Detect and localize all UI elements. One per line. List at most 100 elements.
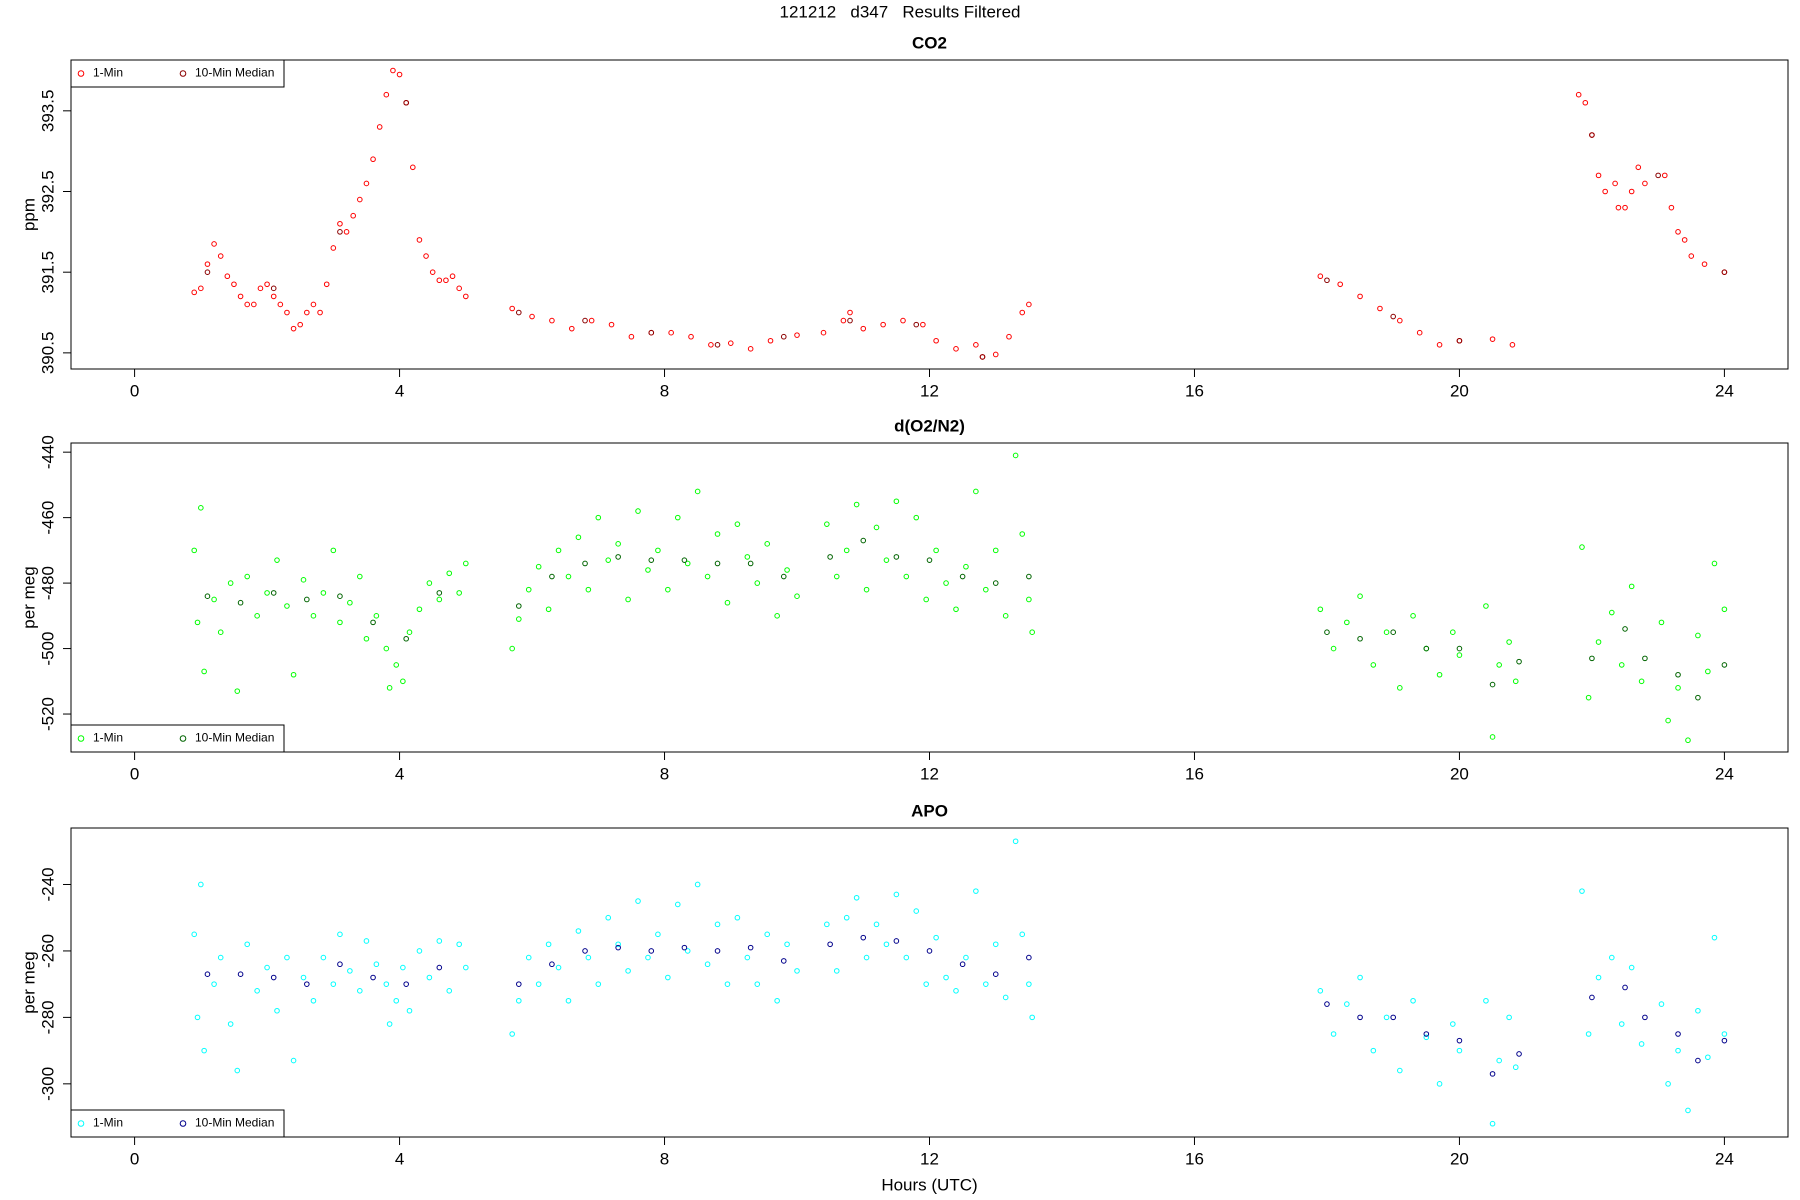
data-point: [724, 599, 731, 606]
data-point: [363, 635, 370, 642]
data-point: [270, 590, 277, 596]
data-point: [824, 521, 830, 527]
data-point: [227, 1021, 234, 1027]
data-point: [264, 964, 270, 971]
data-point: [704, 961, 711, 968]
data-point: [959, 573, 966, 580]
data-point: [227, 580, 234, 586]
data-point: [330, 981, 337, 987]
data-point: [933, 547, 939, 554]
data-point: [1721, 662, 1728, 668]
data-point: [1423, 645, 1430, 652]
legend-box: [70, 59, 285, 88]
data-point: [1450, 629, 1456, 635]
data-point: [648, 557, 655, 563]
data-point: [1506, 639, 1512, 645]
data-point: [204, 593, 211, 599]
data-point: [373, 961, 380, 968]
data-point: [515, 997, 522, 1004]
data-point: [1589, 994, 1595, 1001]
data-point: [416, 606, 423, 613]
data-point: [588, 317, 595, 324]
data-point: [1695, 632, 1701, 639]
data-point: [515, 981, 522, 987]
data-point: [1516, 658, 1522, 665]
data-point: [1642, 655, 1648, 662]
data-point: [615, 941, 621, 948]
data-point: [1450, 1021, 1456, 1027]
data-point: [436, 964, 443, 971]
data-point: [655, 547, 661, 554]
data-point: [568, 325, 575, 332]
data-point: [628, 333, 635, 340]
data-point: [674, 514, 681, 521]
data-point: [843, 547, 850, 554]
data-point: [767, 337, 774, 344]
data-point: [635, 898, 641, 904]
data-point: [585, 954, 592, 961]
x-axis-label: Hours (UTC): [881, 1175, 977, 1194]
data-point: [337, 931, 343, 938]
data-point: [1357, 635, 1363, 642]
data-point: [373, 613, 380, 619]
data-point: [840, 317, 847, 324]
data-point: [446, 570, 453, 577]
plot-frame: [70, 827, 1789, 1138]
x-tick-label: 4: [395, 764, 404, 783]
data-point: [370, 974, 376, 981]
data-point: [400, 678, 406, 685]
legend-marker: [77, 1120, 85, 1127]
data-point: [605, 557, 612, 563]
panel-title: d(O2/N2): [894, 416, 965, 435]
data-point: [290, 671, 297, 678]
x-tick-label: 12: [920, 1149, 939, 1168]
x-tick-label: 4: [395, 1149, 404, 1168]
data-point: [943, 580, 949, 586]
y-tick-label: 390.5: [38, 332, 57, 375]
data-point: [953, 606, 959, 613]
data-point: [337, 229, 343, 235]
data-point: [1582, 99, 1589, 106]
data-point: [1029, 1014, 1035, 1021]
data-point: [284, 954, 290, 961]
data-point: [992, 971, 999, 977]
data-point: [198, 505, 204, 511]
data-point: [1324, 1001, 1330, 1007]
data-point: [933, 934, 939, 941]
data-point: [456, 590, 462, 596]
data-point: [515, 309, 522, 316]
y-tick-label: -300: [38, 1067, 57, 1101]
data-point: [545, 941, 552, 948]
data-point: [1006, 333, 1012, 340]
panel-title: APO: [911, 801, 948, 820]
data-point: [545, 606, 552, 613]
data-point: [297, 321, 303, 328]
data-point: [1324, 277, 1330, 284]
plot-frame: [70, 59, 1789, 370]
legend-marker: [77, 70, 85, 77]
data-point: [1579, 544, 1585, 550]
y-axis-label: ppm: [19, 198, 38, 231]
data-point: [310, 997, 317, 1004]
y-tick-label: -520: [38, 697, 57, 731]
data-point: [608, 321, 615, 328]
data-point: [1668, 204, 1675, 211]
data-point: [1675, 1047, 1681, 1054]
legend-label: 10-Min Median: [195, 1116, 274, 1130]
data-point: [615, 944, 621, 951]
data-point: [525, 586, 532, 593]
data-point: [913, 908, 920, 914]
data-point: [880, 321, 886, 328]
legend-marker: [77, 735, 85, 742]
data-point: [1608, 609, 1615, 616]
data-point: [1357, 293, 1363, 300]
data-point: [1612, 180, 1618, 187]
data-point: [1665, 717, 1671, 724]
data-point: [983, 981, 989, 987]
data-point: [403, 99, 409, 106]
data-point: [1456, 1047, 1463, 1054]
data-point: [694, 488, 701, 495]
data-point: [893, 938, 900, 944]
data-point: [1337, 281, 1344, 288]
